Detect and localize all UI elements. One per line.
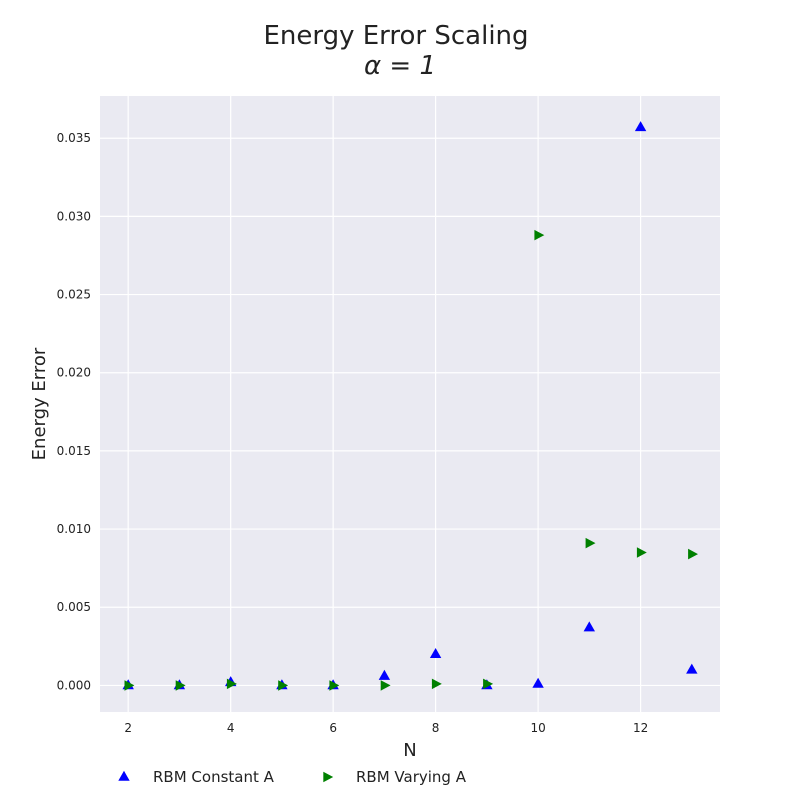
y-tick-label: 0.000 (57, 678, 91, 692)
varying-a-point (175, 680, 186, 691)
y-tick-label: 0.005 (57, 600, 91, 614)
constant-a-point (429, 648, 442, 658)
legend-label: RBM Varying A (356, 768, 467, 786)
varying-a-point (483, 678, 494, 690)
legend-marker (118, 770, 130, 781)
varying-a-point (688, 548, 698, 560)
varying-a-point (534, 229, 545, 241)
data-markers (122, 121, 698, 691)
varying-a-point (124, 680, 135, 691)
legend: RBM Constant A RBM Varying A (118, 768, 467, 786)
y-tick-label: 0.015 (57, 444, 91, 458)
varying-a-point (636, 547, 647, 558)
x-tick-label: 6 (329, 721, 337, 735)
x-tick-label: 2 (124, 721, 132, 735)
legend-marker (323, 771, 334, 783)
constant-a-point (634, 121, 647, 132)
x-tick-label: 8 (432, 721, 440, 735)
varying-a-point (329, 680, 340, 691)
varying-a-point (278, 680, 289, 691)
x-axis-label: N (403, 740, 416, 761)
x-tick-label: 12 (633, 721, 648, 735)
grid-lines (100, 96, 720, 712)
tick-labels: 2 4 6 8 10 12 0.000 0.005 0.010 0.015 0.020 0.025 0.… (57, 131, 649, 735)
constant-a-point (532, 677, 544, 688)
y-tick-label: 0.025 (57, 288, 91, 302)
legend-label: RBM Constant A (153, 768, 275, 786)
chart-title: Energy Error Scaling (263, 21, 528, 51)
y-axis-label: Energy Error (29, 347, 50, 460)
y-tick-label: 0.035 (57, 131, 91, 145)
x-tick-label: 4 (227, 721, 235, 735)
constant-a-point (378, 669, 391, 680)
plot-area (100, 96, 720, 712)
y-tick-label: 0.020 (57, 366, 91, 380)
y-tick-label: 0.010 (57, 522, 91, 536)
varying-a-point (380, 680, 391, 691)
varying-a-point (585, 537, 596, 549)
constant-a-point (583, 621, 595, 632)
varying-a-point (431, 678, 442, 690)
x-tick-label: 10 (530, 721, 545, 735)
y-tick-label: 0.030 (57, 209, 91, 223)
varying-a-point (226, 678, 237, 690)
constant-a-point (686, 663, 698, 674)
chart-subtitle: α = 1 (364, 51, 436, 81)
